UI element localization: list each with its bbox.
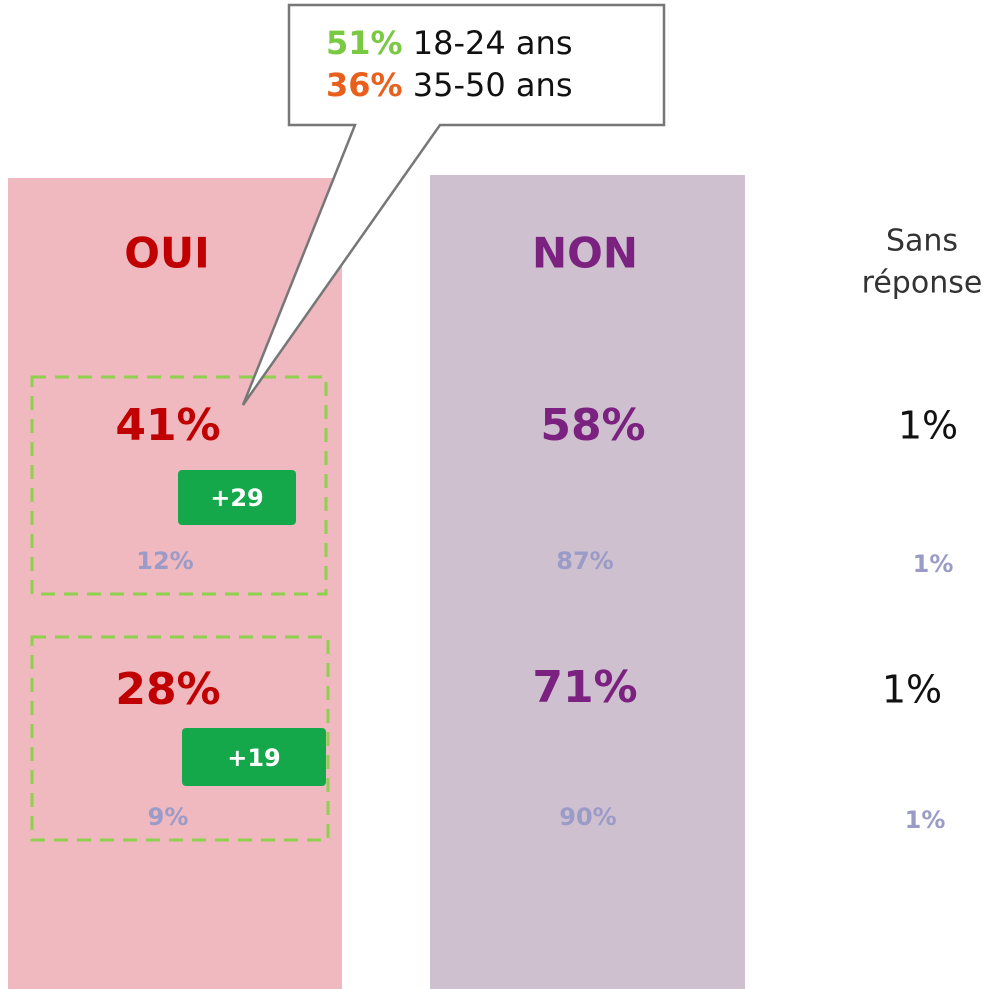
non-value: 71%: [532, 662, 637, 713]
callout-line: 36% 35-50 ans: [326, 66, 572, 104]
sub-value: 9%: [148, 803, 189, 831]
sub-value: 1%: [913, 550, 954, 578]
sub-value: 12%: [136, 547, 193, 575]
column-header: OUI: [124, 229, 209, 278]
oui-value: 28%: [115, 664, 220, 715]
non-value: 58%: [540, 400, 645, 451]
badge: [178, 470, 296, 525]
callout-value: 51%: [326, 24, 403, 62]
badge: [182, 728, 326, 786]
oui-value: 41%: [115, 400, 220, 451]
column-header: NON: [532, 229, 638, 278]
non-column: [430, 175, 745, 989]
badge-text: +29: [210, 484, 264, 512]
sr-value: 1%: [898, 404, 958, 448]
callout-label: 18-24 ans: [413, 24, 573, 62]
highlight-box: [30, 375, 328, 596]
callout-value: 36%: [326, 66, 403, 104]
sr-value: 1%: [882, 668, 942, 712]
column-header: Sans: [886, 224, 958, 259]
highlight-box: [30, 635, 330, 842]
sub-value: 90%: [559, 803, 616, 831]
callout-line: 51% 18-24 ans: [326, 24, 572, 62]
callout-label: 35-50 ans: [413, 66, 573, 104]
badge-text: +19: [227, 744, 281, 772]
sub-value: 87%: [556, 547, 613, 575]
callout: [241, 3, 666, 406]
column-header: réponse: [862, 266, 983, 301]
sub-value: 1%: [905, 806, 946, 834]
